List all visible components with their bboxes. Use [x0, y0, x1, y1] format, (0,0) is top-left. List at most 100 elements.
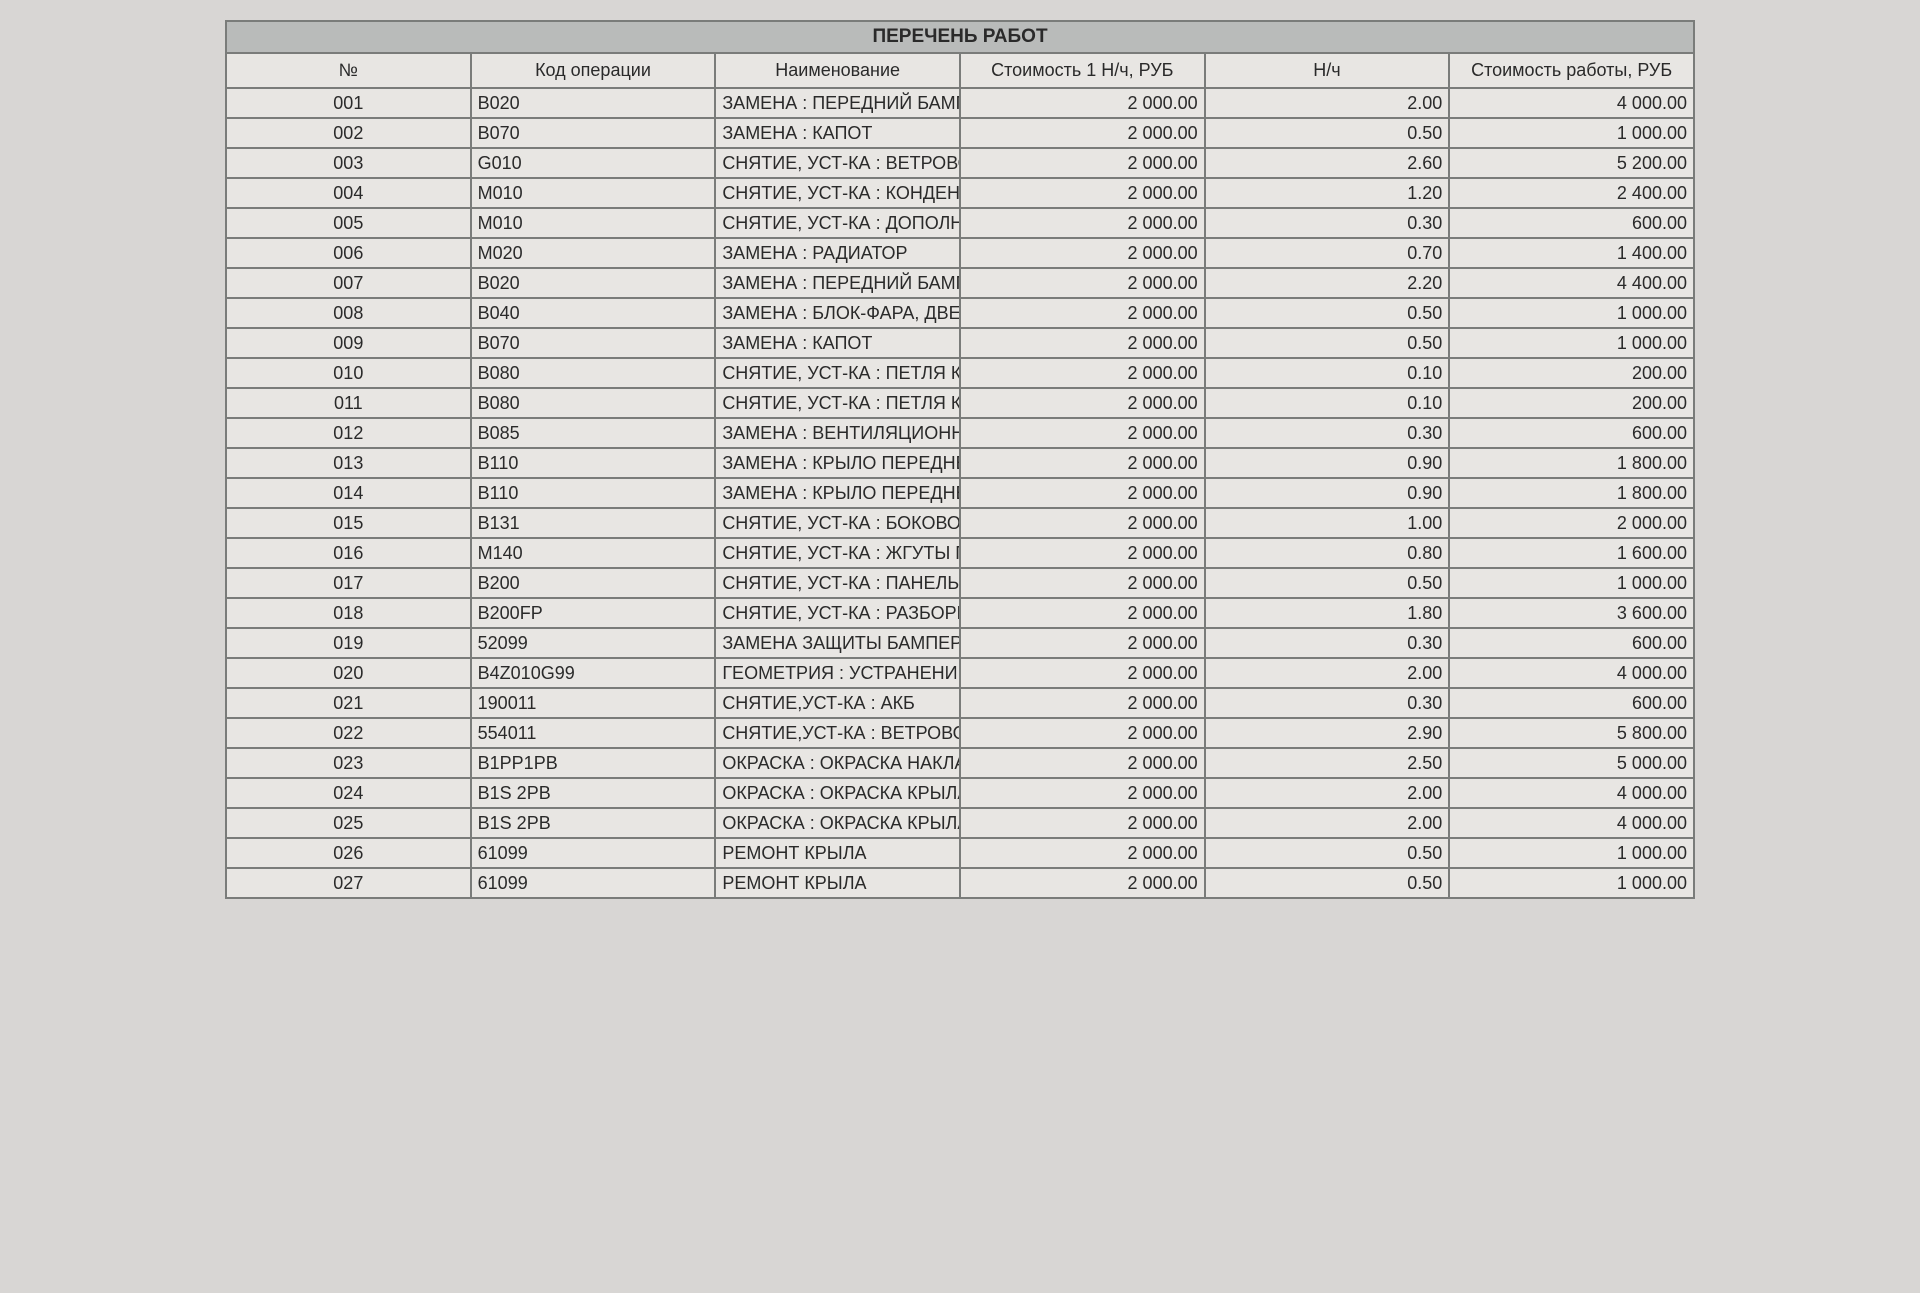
table-row: 007B020ЗАМЕНА : ПЕРЕДНИЙ БАМПЕР2 000.002… — [226, 268, 1694, 298]
cell-code: B020 — [471, 88, 716, 118]
cell-num: 011 — [226, 388, 471, 418]
cell-cost: 2 400.00 — [1449, 178, 1694, 208]
table-row: 01952099ЗАМЕНА ЗАЩИТЫ БАМПЕРА2 000.000.3… — [226, 628, 1694, 658]
cell-cost: 1 000.00 — [1449, 298, 1694, 328]
table-row: 011B080СНЯТИЕ, УСТ-КА : ПЕТЛЯ КАПОТА2 00… — [226, 388, 1694, 418]
table-body: 001B020ЗАМЕНА : ПЕРЕДНИЙ БАМПЕР2 000.002… — [226, 88, 1694, 898]
cell-name: СНЯТИЕ, УСТ-КА : ПАНЕЛЬ ДВЕРИ (ПЕРЕДНЕЙ … — [715, 568, 960, 598]
cell-num: 018 — [226, 598, 471, 628]
cell-hours: 0.30 — [1205, 688, 1450, 718]
cell-num: 027 — [226, 868, 471, 898]
col-header-cost: Стоимость работы, РУБ — [1449, 53, 1694, 88]
cell-hours: 2.90 — [1205, 718, 1450, 748]
table-row: 020B4Z010G99ГЕОМЕТРИЯ : УСТРАНЕНИЕ ПЕРЕК… — [226, 658, 1694, 688]
cell-num: 019 — [226, 628, 471, 658]
cell-code: B080 — [471, 388, 716, 418]
cell-num: 015 — [226, 508, 471, 538]
cell-rate: 2 000.00 — [960, 268, 1205, 298]
cell-num: 023 — [226, 748, 471, 778]
table-row: 002B070ЗАМЕНА : КАПОТ2 000.000.501 000.0… — [226, 118, 1694, 148]
cell-num: 002 — [226, 118, 471, 148]
table-row: 003G010СНЯТИЕ, УСТ-КА : ВЕТРОВОЕ СТЕКЛО2… — [226, 148, 1694, 178]
cell-name: СНЯТИЕ, УСТ-КА : БОКОВОЙ КРОНШТЕЙН РАДИА… — [715, 508, 960, 538]
col-header-code: Код операции — [471, 53, 716, 88]
table-row: 014B110ЗАМЕНА : КРЫЛО ПЕРЕДНЕЕ, ЗАМЕНА2 … — [226, 478, 1694, 508]
cell-cost: 2 000.00 — [1449, 508, 1694, 538]
cell-code: B070 — [471, 118, 716, 148]
cell-rate: 2 000.00 — [960, 148, 1205, 178]
table-row: 024B1S 2PBОКРАСКА : ОКРАСКА КРЫЛА ПЕРЕДН… — [226, 778, 1694, 808]
cell-name: СНЯТИЕ, УСТ-КА : КОНДЕНСАТОР В СБОРЕ (С … — [715, 178, 960, 208]
cell-num: 026 — [226, 838, 471, 868]
cell-rate: 2 000.00 — [960, 178, 1205, 208]
cell-num: 003 — [226, 148, 471, 178]
table-row: 005 M010СНЯТИЕ, УСТ-КА : ДОПОЛНИТЕЛЬНОЕ … — [226, 208, 1694, 238]
cell-name: ЗАМЕНА : ПЕРЕДНИЙ БАМПЕР — [715, 88, 960, 118]
cell-name: СНЯТИЕ, УСТ-КА : ПЕТЛЯ КАПОТА — [715, 358, 960, 388]
cell-cost: 600.00 — [1449, 418, 1694, 448]
cell-rate: 2 000.00 — [960, 868, 1205, 898]
table-row: 022554011СНЯТИЕ,УСТ-КА : ВЕТРОВОЕ СТЕКЛО… — [226, 718, 1694, 748]
cell-rate: 2 000.00 — [960, 298, 1205, 328]
table-row: 008 B040ЗАМЕНА : БЛОК-ФАРА, ДВЕ СТОРОНЫ2… — [226, 298, 1694, 328]
cell-num: 001 — [226, 88, 471, 118]
table-row: 02761099РЕМОНТ КРЫЛА2 000.000.501 000.00 — [226, 868, 1694, 898]
cell-hours: 0.50 — [1205, 328, 1450, 358]
cell-code: M010 — [471, 208, 716, 238]
cell-cost: 3 600.00 — [1449, 598, 1694, 628]
cell-code: B4Z010G99 — [471, 658, 716, 688]
cell-name: ЗАМЕНА : КАПОТ — [715, 328, 960, 358]
cell-cost: 1 000.00 — [1449, 868, 1694, 898]
cell-code: B080 — [471, 358, 716, 388]
cell-code: 52099 — [471, 628, 716, 658]
work-list-sheet: ПЕРЕЧЕНЬ РАБОТ № Код операции Наименован… — [225, 20, 1695, 899]
col-header-rate: Стоимость 1 Н/ч, РУБ — [960, 53, 1205, 88]
table-row: 023B1PP1PBОКРАСКА : ОКРАСКА НАКЛАДКИ ПЕР… — [226, 748, 1694, 778]
cell-num: 007 — [226, 268, 471, 298]
cell-hours: 0.80 — [1205, 538, 1450, 568]
cell-name: РЕМОНТ КРЫЛА — [715, 868, 960, 898]
cell-name: СНЯТИЕ,УСТ-КА : ВЕТРОВОЕ СТЕКЛО И/ИЛИ УП… — [715, 718, 960, 748]
cell-cost: 4 000.00 — [1449, 658, 1694, 688]
col-header-hours: Н/ч — [1205, 53, 1450, 88]
cell-name: ЗАМЕНА : КРЫЛО ПЕРЕДНЕЕ, ЗАМЕНА — [715, 448, 960, 478]
cell-code: B110 — [471, 448, 716, 478]
cell-code: B1S 2PB — [471, 808, 716, 838]
cell-num: 013 — [226, 448, 471, 478]
table-row: 001B020ЗАМЕНА : ПЕРЕДНИЙ БАМПЕР2 000.002… — [226, 88, 1694, 118]
col-header-num: № — [226, 53, 471, 88]
table-row: 017B200СНЯТИЕ, УСТ-КА : ПАНЕЛЬ ДВЕРИ (ПЕ… — [226, 568, 1694, 598]
cell-hours: 2.00 — [1205, 778, 1450, 808]
cell-code: B020 — [471, 268, 716, 298]
cell-name: ГЕОМЕТРИЯ : УСТРАНЕНИЕ ПЕРЕКОСА ПРОЕМА К… — [715, 658, 960, 688]
cell-rate: 2 000.00 — [960, 628, 1205, 658]
cell-code: B070 — [471, 328, 716, 358]
cell-name: ОКРАСКА : ОКРАСКА КРЫЛА ПЕРЕДНЕГО (РЕМ.<… — [715, 778, 960, 808]
cell-num: 006 — [226, 238, 471, 268]
cell-name: ЗАМЕНА : ВЕНТИЛЯЦИОННАЯ РЕШЁТКА МОТОРНОГ… — [715, 418, 960, 448]
cell-num: 008 — [226, 298, 471, 328]
cell-hours: 0.90 — [1205, 448, 1450, 478]
cell-rate: 2 000.00 — [960, 478, 1205, 508]
cell-rate: 2 000.00 — [960, 88, 1205, 118]
cell-cost: 4 000.00 — [1449, 778, 1694, 808]
cell-code: 554011 — [471, 718, 716, 748]
cell-rate: 2 000.00 — [960, 448, 1205, 478]
cell-rate: 2 000.00 — [960, 658, 1205, 688]
table-row: 012 B085ЗАМЕНА : ВЕНТИЛЯЦИОННАЯ РЕШЁТКА … — [226, 418, 1694, 448]
table-row: 015B131СНЯТИЕ, УСТ-КА : БОКОВОЙ КРОНШТЕЙ… — [226, 508, 1694, 538]
cell-hours: 0.50 — [1205, 838, 1450, 868]
cell-num: 022 — [226, 718, 471, 748]
cell-rate: 2 000.00 — [960, 538, 1205, 568]
col-header-name: Наименование — [715, 53, 960, 88]
cell-rate: 2 000.00 — [960, 568, 1205, 598]
cell-num: 012 — [226, 418, 471, 448]
cell-cost: 5 200.00 — [1449, 148, 1694, 178]
cell-cost: 1 000.00 — [1449, 328, 1694, 358]
cell-hours: 1.20 — [1205, 178, 1450, 208]
cell-code: G010 — [471, 148, 716, 178]
cell-name: ЗАМЕНА : ПЕРЕДНИЙ БАМПЕР — [715, 268, 960, 298]
cell-code: B040 — [471, 298, 716, 328]
cell-rate: 2 000.00 — [960, 328, 1205, 358]
cell-hours: 2.20 — [1205, 268, 1450, 298]
